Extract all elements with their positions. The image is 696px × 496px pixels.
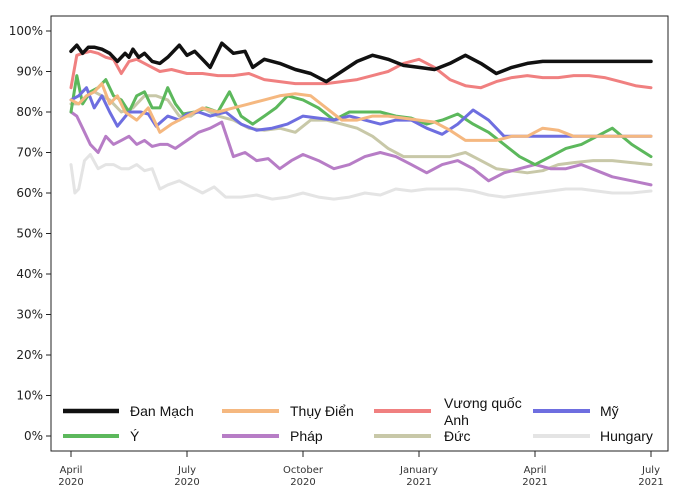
legend-label: Đan Mạch: [130, 403, 194, 419]
legend-label: Pháp: [290, 428, 323, 444]
x-tick-label-year: 2021: [406, 477, 431, 488]
legend-item-my: Mỹ: [533, 403, 619, 419]
legend-item-y: Ý: [63, 428, 140, 444]
series-layer: [69, 41, 653, 201]
x-tick-label-month: October: [283, 465, 324, 476]
y-tick-label: 50%: [16, 227, 43, 241]
series-line-hungary: [69, 153, 653, 201]
x-tick-label-year: 2020: [58, 477, 83, 488]
legend: Đan Mạch Thụy Điển Vương quốc Anh Mỹ Ý Pháp Đức…: [63, 395, 653, 444]
x-tick-label-month: July: [641, 465, 660, 476]
x-tick-label-month: July: [177, 465, 196, 476]
legend-label: Mỹ: [600, 403, 619, 419]
series-line-vuong-quoc-anh: [69, 49, 653, 90]
y-axis: 0% 10% 20% 30% 40% 50% 60% 70% 80% 90% 100%: [9, 24, 51, 443]
legend-item-thuy-dien: Thụy Điển: [222, 403, 354, 419]
legend-item-vuong-quoc-anh: Vương quốc Anh: [374, 395, 522, 428]
x-tick-label-month: April: [524, 465, 547, 476]
series-line-y: [69, 74, 653, 167]
legend-label: Đức: [444, 428, 470, 444]
legend-label: Hungary: [600, 428, 653, 444]
x-tick-label-month: April: [60, 465, 83, 476]
legend-label: Ý: [130, 428, 140, 444]
series-line-phap: [69, 110, 653, 187]
y-tick-label: 100%: [9, 24, 43, 38]
y-tick-label: 40%: [16, 267, 43, 281]
legend-label: Vương quốc Anh: [444, 395, 522, 428]
legend-item-phap: Pháp: [222, 428, 323, 444]
x-tick-label-month: January: [399, 465, 438, 476]
x-tick-label-year: 2021: [638, 477, 663, 488]
y-tick-label: 10%: [16, 389, 43, 403]
y-tick-label: 0%: [24, 429, 43, 443]
legend-item-hungary: Hungary: [533, 428, 653, 444]
legend-item-dan-mach: Đan Mạch: [63, 403, 194, 419]
y-tick-label: 80%: [16, 105, 43, 119]
series-line-dan-mach: [69, 41, 653, 84]
y-tick-label: 30%: [16, 308, 43, 322]
legend-label: Thụy Điển: [290, 403, 354, 419]
plot-area-frame: [50, 15, 669, 452]
y-tick-label: 20%: [16, 348, 43, 362]
y-tick-label: 90%: [16, 65, 43, 79]
series-line-thuy-dien: [69, 82, 653, 142]
x-axis: April2020July2020October2020January2021A…: [58, 451, 664, 488]
legend-item-duc: Đức: [374, 428, 470, 444]
x-tick-label-year: 2020: [290, 477, 315, 488]
y-tick-label: 60%: [16, 186, 43, 200]
x-tick-label-year: 2021: [522, 477, 547, 488]
x-tick-label-year: 2020: [174, 477, 199, 488]
series-line-my: [69, 86, 653, 138]
y-tick-label: 70%: [16, 146, 43, 160]
